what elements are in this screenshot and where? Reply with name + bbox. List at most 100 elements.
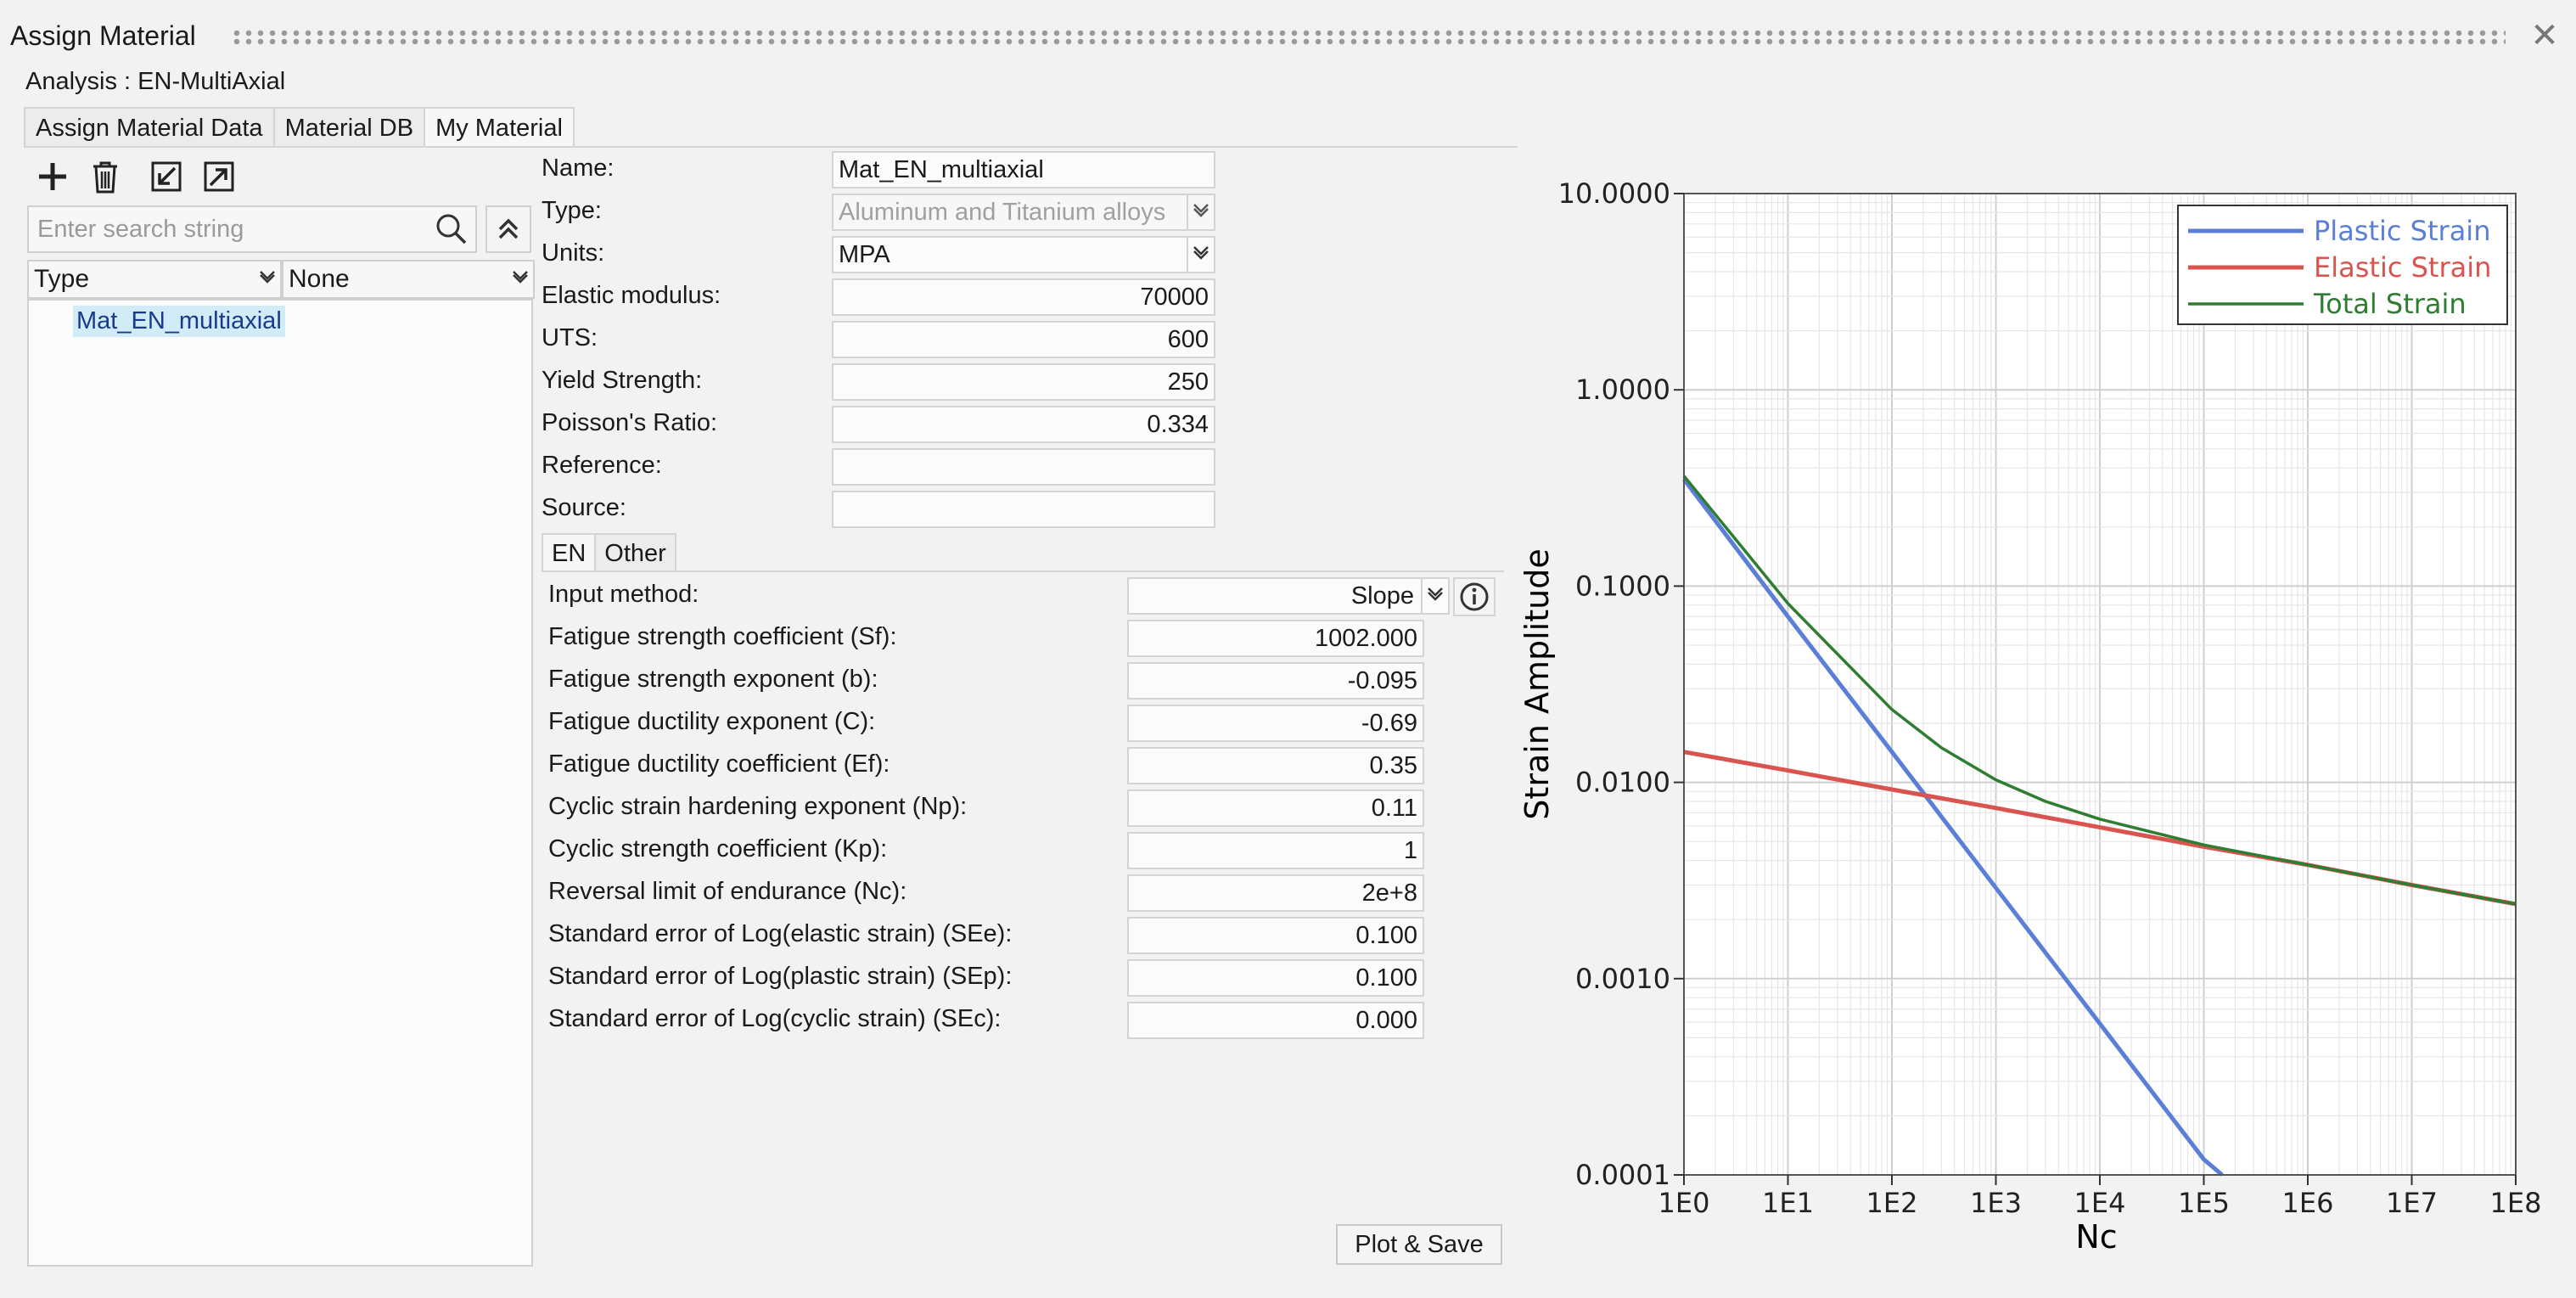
x-tick-label: 1E2 xyxy=(1866,1187,1918,1219)
window-title: Assign Material xyxy=(10,20,196,51)
y-tick-label: 0.0010 xyxy=(1575,963,1670,995)
x-tick-label: 1E6 xyxy=(2282,1187,2334,1219)
x-tick-label: 1E8 xyxy=(2490,1187,2542,1219)
en-param-field[interactable]: 0.100 xyxy=(1127,917,1424,954)
source-field[interactable] xyxy=(832,491,1215,528)
material-tree: Mat_EN_multiaxial xyxy=(27,299,533,1267)
legend-elastic-strain: Elastic Strain xyxy=(2314,251,2491,284)
en-param-label: Cyclic strain hardening exponent (Np): xyxy=(548,793,968,820)
x-tick-label: 1E4 xyxy=(2074,1187,2126,1219)
units-label: Units: xyxy=(542,239,605,267)
total-strain-line xyxy=(1682,475,2517,906)
en-param-label: Cyclic strength coefficient (Kp): xyxy=(548,835,888,863)
units-select-value: MPA xyxy=(839,241,890,268)
legend: Plastic Strain Elastic Strain Total Strain xyxy=(2177,205,2508,325)
x-tick-label: 1E7 xyxy=(2386,1187,2438,1219)
chevron-down-icon xyxy=(1187,238,1214,272)
uts-label: UTS: xyxy=(542,324,598,351)
search-icon[interactable] xyxy=(433,211,470,248)
en-param-field[interactable]: -0.095 xyxy=(1127,662,1424,700)
collapse-all-button[interactable] xyxy=(485,205,531,253)
x-axis-label: Nc xyxy=(2075,1218,2117,1256)
tree-item-material[interactable]: Mat_EN_multiaxial xyxy=(73,306,285,337)
tab-my-material[interactable]: My Material xyxy=(424,107,575,148)
type-label: Type: xyxy=(542,197,602,224)
x-tick-label: 1E0 xyxy=(1658,1187,1710,1219)
y-tick-label: 1.0000 xyxy=(1575,374,1670,406)
reference-field[interactable] xyxy=(832,448,1215,486)
subtab-divider xyxy=(542,570,1504,572)
elastic-modulus-field[interactable]: 70000 xyxy=(832,278,1215,316)
tab-en[interactable]: EN xyxy=(542,533,597,572)
en-param-label: Standard error of Log(cyclic strain) (SE… xyxy=(548,1005,1002,1032)
plot-save-button[interactable]: Plot & Save xyxy=(1336,1224,1502,1265)
search-input[interactable] xyxy=(27,205,477,253)
chevron-down-icon xyxy=(513,271,528,284)
y-axis-label: Strain Amplitude xyxy=(1519,548,1556,819)
y-tick-label: 0.1000 xyxy=(1575,570,1670,602)
analysis-label: Analysis : EN-MultiAxial xyxy=(25,68,286,95)
reference-label: Reference: xyxy=(542,452,662,479)
input-method-select[interactable]: Slope xyxy=(1127,577,1450,615)
input-method-value: Slope xyxy=(1350,582,1414,610)
en-param-label: Fatigue strength exponent (b): xyxy=(548,666,878,693)
en-param-field[interactable]: 0.100 xyxy=(1127,959,1424,997)
double-chevron-up-icon xyxy=(498,218,519,239)
series-lines xyxy=(1682,475,2517,1177)
en-param-field[interactable]: 1002.000 xyxy=(1127,620,1424,657)
chevron-down-icon xyxy=(1187,195,1214,229)
en-param-field[interactable]: -0.69 xyxy=(1127,705,1424,742)
en-param-field[interactable]: 0.11 xyxy=(1127,789,1424,827)
tab-assign-material-data[interactable]: Assign Material Data xyxy=(24,107,275,148)
info-button[interactable] xyxy=(1453,577,1496,616)
plastic-strain-line xyxy=(1682,478,2224,1177)
main-tabs: Assign Material Data Material DB My Mate… xyxy=(24,107,575,148)
legend-total-strain: Total Strain xyxy=(2313,288,2467,320)
grid xyxy=(1683,194,2516,1176)
en-param-field[interactable]: 1 xyxy=(1127,832,1424,869)
import-icon[interactable] xyxy=(146,156,187,197)
plus-icon[interactable] xyxy=(32,156,73,197)
tab-material-db[interactable]: Material DB xyxy=(272,107,426,148)
close-icon[interactable]: ✕ xyxy=(2530,17,2559,54)
legend-plastic-strain: Plastic Strain xyxy=(2314,215,2490,247)
type-select[interactable]: Aluminum and Titanium alloys xyxy=(832,194,1215,231)
name-field[interactable]: Mat_EN_multiaxial xyxy=(832,151,1215,188)
elastic-modulus-label: Elastic modulus: xyxy=(542,282,721,309)
type-filter-dropdown[interactable]: Type xyxy=(27,260,282,299)
en-param-field[interactable]: 0.000 xyxy=(1127,1002,1424,1039)
en-param-label: Reversal limit of endurance (Nc): xyxy=(548,878,907,905)
group-filter-dropdown[interactable]: None xyxy=(282,260,535,299)
x-axis: 1E0 1E1 1E2 1E3 1E4 1E5 1E6 1E7 1E8 xyxy=(1658,1175,2542,1219)
y-tick-label: 0.0001 xyxy=(1575,1159,1670,1191)
en-param-label: Fatigue ductility coefficient (Ef): xyxy=(548,750,890,778)
uts-field[interactable]: 600 xyxy=(832,321,1215,358)
drag-handle[interactable] xyxy=(231,29,2506,46)
x-tick-label: 1E1 xyxy=(1762,1187,1814,1219)
export-icon[interactable] xyxy=(199,156,239,197)
x-tick-label: 1E3 xyxy=(1970,1187,2022,1219)
trash-icon[interactable] xyxy=(85,156,126,197)
en-param-label: Fatigue strength coefficient (Sf): xyxy=(548,623,897,650)
yield-strength-label: Yield Strength: xyxy=(542,367,703,394)
units-select[interactable]: MPA xyxy=(832,236,1215,273)
yield-strength-field[interactable]: 250 xyxy=(832,363,1215,401)
en-param-field[interactable]: 0.35 xyxy=(1127,747,1424,784)
x-tick-label: 1E5 xyxy=(2178,1187,2230,1219)
en-param-label: Standard error of Log(elastic strain) (S… xyxy=(548,920,1013,947)
y-axis: 10.0000 1.0000 0.1000 0.0100 0.0010 0.0001 xyxy=(1558,177,1684,1191)
tab-other[interactable]: Other xyxy=(594,533,676,572)
y-tick-label: 10.0000 xyxy=(1558,177,1670,210)
y-tick-label: 0.0100 xyxy=(1575,767,1670,799)
en-param-field[interactable]: 2e+8 xyxy=(1127,874,1424,912)
chevron-down-icon xyxy=(260,271,275,284)
input-method-label: Input method: xyxy=(548,581,699,608)
tab-divider xyxy=(24,146,1518,148)
name-label: Name: xyxy=(542,155,615,182)
type-select-value: Aluminum and Titanium alloys xyxy=(839,199,1166,226)
source-label: Source: xyxy=(542,494,626,521)
type-filter-label: Type xyxy=(34,265,90,293)
sub-tabs: EN Other xyxy=(542,533,676,572)
group-filter-label: None xyxy=(289,265,350,293)
poisson-ratio-field[interactable]: 0.334 xyxy=(832,406,1215,443)
